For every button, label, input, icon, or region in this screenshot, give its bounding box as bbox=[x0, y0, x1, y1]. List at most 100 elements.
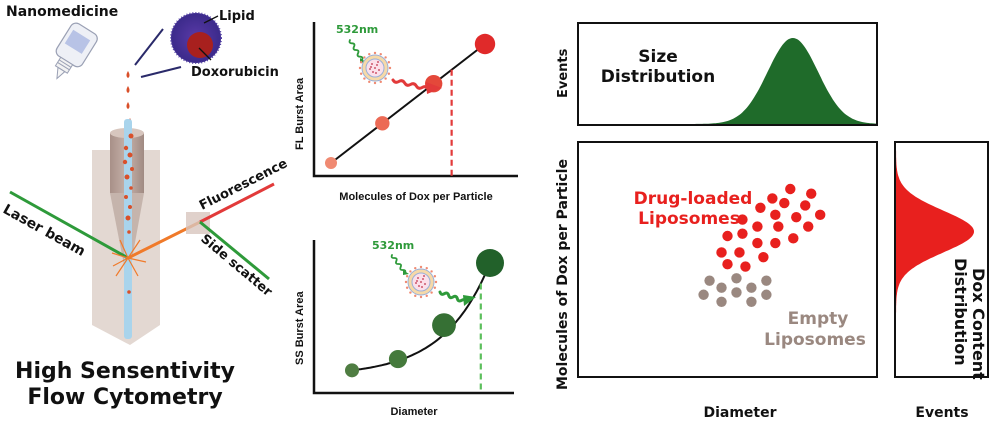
ss-data-point bbox=[432, 313, 456, 338]
drug-loaded-point bbox=[773, 221, 784, 232]
fluorescence-line bbox=[199, 182, 275, 224]
fl-data-point bbox=[375, 116, 390, 131]
arrowhead-icon bbox=[403, 270, 409, 275]
excitation-wave-icon bbox=[390, 254, 407, 274]
drug-loaded-point bbox=[752, 237, 763, 249]
fl-axes bbox=[312, 22, 518, 178]
empty-point bbox=[746, 296, 757, 307]
drug-loaded-point bbox=[770, 209, 781, 221]
drug-loaded-point bbox=[740, 261, 751, 272]
fl-ylabel: FL Burst Area bbox=[294, 77, 306, 150]
panel-title-line1: High Sensentivity bbox=[15, 359, 235, 384]
empty-point bbox=[731, 287, 742, 298]
drug-loaded-point bbox=[791, 212, 802, 223]
particles-in-stream bbox=[122, 133, 134, 294]
ss-burst-chart: SS Burst Area Diameter 532nm bbox=[294, 239, 514, 418]
lipid-arrow bbox=[203, 15, 219, 24]
empty-point bbox=[761, 275, 772, 286]
side-scatter-line bbox=[199, 220, 270, 281]
panel-title-line2: Flow Cytometry bbox=[27, 385, 222, 410]
empty-point bbox=[704, 275, 715, 286]
nanomedicine-label: Nanomedicine bbox=[6, 4, 118, 20]
dox-title-line2: Distribution bbox=[951, 258, 970, 366]
ss-data-point bbox=[388, 349, 408, 369]
fl-data-point bbox=[474, 33, 496, 55]
drug-loaded-point bbox=[806, 188, 817, 199]
drop bbox=[126, 102, 130, 109]
drug-loaded-point bbox=[800, 200, 811, 211]
empty-label-line1: Empty bbox=[788, 309, 849, 329]
doxorubicin-label: Doxorubicin bbox=[191, 65, 279, 80]
drug-loaded-label-line2: Liposomes bbox=[638, 209, 740, 229]
size-distribution-area bbox=[579, 38, 876, 124]
drug-loaded-point bbox=[779, 197, 790, 209]
arrowhead-icon bbox=[463, 295, 476, 306]
size-title-line2: Distribution bbox=[601, 67, 715, 87]
drug-loaded-point bbox=[755, 202, 766, 213]
ss-data-point bbox=[476, 249, 504, 277]
empty-point bbox=[761, 289, 772, 300]
drug-loaded-point bbox=[722, 259, 733, 270]
liposome-icon bbox=[404, 265, 438, 299]
empty-point bbox=[746, 282, 757, 293]
drug-loaded-point bbox=[716, 247, 727, 258]
scatter-ylabel: Molecules of Dox per Particle bbox=[555, 159, 571, 390]
zoom-pointer-line bbox=[140, 66, 182, 78]
laser-beam-line bbox=[9, 190, 129, 260]
dox-content-distribution-chart: Dox Content Distribution Events bbox=[894, 141, 989, 421]
fl-burst-chart: FL Burst Area Molecules of Dox per Parti… bbox=[294, 22, 518, 203]
dox-title-line1: Dox Content bbox=[969, 268, 988, 380]
emission-wave-icon bbox=[391, 78, 430, 91]
drop bbox=[126, 71, 130, 78]
dropper-bottle-icon bbox=[54, 22, 98, 80]
drug-loaded-label-line1: Drug-loaded bbox=[634, 189, 753, 209]
beam-splitter bbox=[186, 212, 210, 234]
drug-loaded-point bbox=[785, 183, 796, 195]
empty-label-line2: Liposomes bbox=[764, 330, 866, 350]
liposome-sphere-icon bbox=[170, 12, 222, 64]
empty-point bbox=[716, 296, 727, 307]
drug-loaded-point bbox=[758, 251, 769, 263]
ss-fit-curve bbox=[351, 262, 491, 372]
scatter-xlabel: Diameter bbox=[703, 405, 776, 421]
drug-loaded-point bbox=[737, 214, 748, 225]
drug-loaded-point bbox=[752, 221, 763, 232]
ss-ylabel: SS Burst Area bbox=[294, 291, 306, 365]
dox-content-area bbox=[896, 143, 974, 376]
dox-xlabel: Events bbox=[915, 405, 968, 421]
doxorubicin-arrow bbox=[198, 47, 212, 61]
size-ylabel: Events bbox=[556, 48, 571, 98]
arrowhead-icon bbox=[426, 82, 442, 94]
drug-loaded-point bbox=[737, 228, 748, 239]
liposome-icon bbox=[358, 51, 392, 85]
fl-excitation-label: 532nm bbox=[336, 23, 378, 36]
drug-loaded-point bbox=[788, 233, 799, 244]
fl-fit-line bbox=[330, 43, 486, 164]
empty-point bbox=[731, 273, 742, 284]
drug-loaded-point bbox=[803, 221, 814, 232]
drug-loaded-point bbox=[722, 230, 733, 242]
ss-axes bbox=[312, 240, 514, 395]
fl-data-point bbox=[325, 157, 337, 169]
drop bbox=[126, 86, 130, 93]
empty-point bbox=[698, 289, 709, 300]
size-title-line1: Size bbox=[638, 47, 678, 67]
size-distribution-chart: Size Distribution Events bbox=[556, 22, 878, 126]
side-scatter-label: Side scatter bbox=[197, 232, 275, 301]
empty-point bbox=[716, 282, 727, 293]
drug-loaded-point bbox=[814, 209, 826, 221]
lipid-label: Lipid bbox=[219, 9, 255, 24]
dox-vs-diameter-scatter: Drug-loaded Liposomes Empty Liposomes Mo… bbox=[555, 141, 878, 421]
flow-cell-icon bbox=[92, 119, 160, 345]
falling-drops bbox=[126, 71, 132, 125]
flow-cytometry-schematic: Nanomedicine Lipid Doxorubi bbox=[0, 4, 290, 410]
fluorescence-label: Fluorescence bbox=[197, 156, 290, 213]
scatter-wave-icon bbox=[438, 290, 468, 304]
scatter-burst-icon bbox=[111, 239, 147, 277]
fl-xlabel: Molecules of Dox per Particle bbox=[339, 191, 492, 203]
drug-loaded-point bbox=[770, 237, 781, 249]
drug-loaded-point bbox=[767, 193, 778, 204]
ss-xlabel: Diameter bbox=[390, 406, 438, 418]
ss-excitation-label: 532nm bbox=[372, 239, 414, 252]
